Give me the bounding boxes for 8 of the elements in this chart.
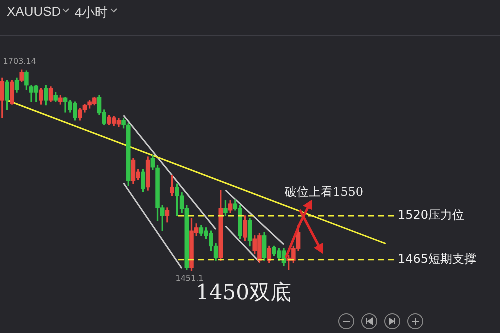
ref-line-label: 1465短期支撑 [398, 252, 477, 266]
annotation: 破位上看1550 [284, 185, 364, 200]
text: 1450双底 [196, 280, 292, 304]
annotation: 1703.14 [3, 57, 36, 66]
ref-line-label: 1520压力位 [398, 208, 465, 222]
chart-title: XAUUSD [7, 4, 62, 19]
annotation: 1451.1 [176, 274, 204, 283]
chart-subtitle: 4小时 [75, 4, 108, 22]
